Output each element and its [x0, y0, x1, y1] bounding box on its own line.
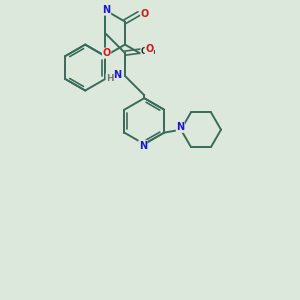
Text: N: N — [176, 122, 184, 132]
Text: N: N — [103, 5, 111, 15]
Text: O: O — [145, 44, 153, 54]
Text: H: H — [106, 74, 114, 83]
Text: O: O — [103, 48, 111, 58]
Text: CH₃: CH₃ — [141, 47, 156, 56]
Text: O: O — [141, 8, 149, 19]
Text: N: N — [113, 70, 121, 80]
Text: N: N — [139, 141, 147, 151]
